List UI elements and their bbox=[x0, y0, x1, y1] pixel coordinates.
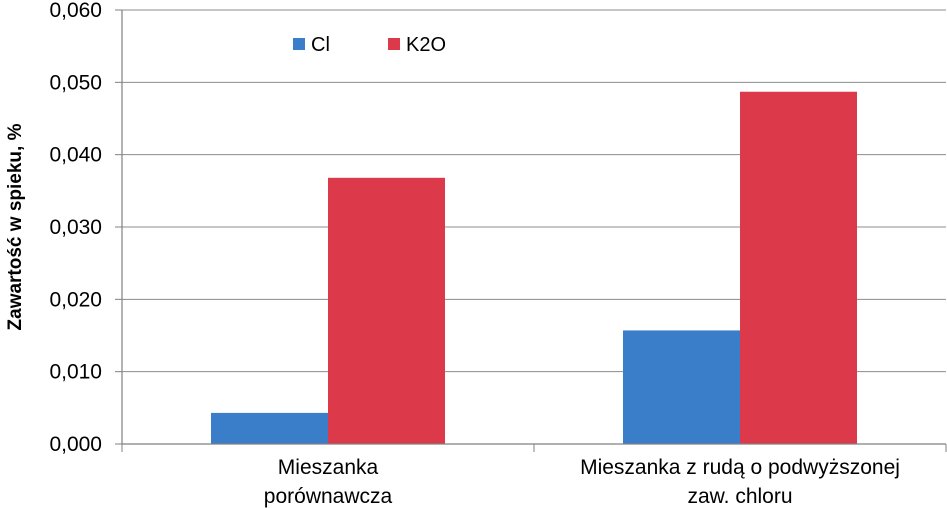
y-tick-label: 0,000 bbox=[49, 433, 102, 456]
y-tick-label: 0,020 bbox=[49, 288, 102, 311]
legend-swatch-k2o bbox=[388, 38, 400, 50]
bar-k2o-2 bbox=[740, 91, 857, 444]
axes bbox=[115, 9, 947, 452]
category-label-line: porównawcza bbox=[264, 485, 393, 508]
bars bbox=[211, 91, 857, 444]
legend-label-cl: Cl bbox=[311, 34, 330, 56]
category-labels: Mieszanka porównawcza Mieszanka z rudą o p… bbox=[264, 456, 900, 508]
category-label-line: zaw. chloru bbox=[687, 485, 792, 508]
category-label-line: Mieszanka z rudą o podwyższonej bbox=[580, 456, 900, 479]
legend: Cl K2O bbox=[293, 34, 446, 56]
y-tick-label: 0,040 bbox=[49, 144, 102, 167]
legend-label-k2o: K2O bbox=[406, 34, 446, 56]
bar-k2o-1 bbox=[328, 177, 445, 444]
y-tick-label: 0,050 bbox=[49, 71, 102, 94]
category-label-line: Mieszanka bbox=[278, 456, 379, 479]
bar-cl-2 bbox=[623, 330, 740, 444]
legend-swatch-cl bbox=[293, 38, 305, 50]
y-tick-label: 0,030 bbox=[49, 216, 102, 239]
y-tick-label: 0,060 bbox=[49, 0, 102, 22]
y-axis-title: Zawartość w spieku, % bbox=[5, 123, 26, 330]
y-tick-labels: 0,000 0,010 0,020 0,030 0,040 0,050 0,060 bbox=[49, 0, 102, 456]
bar-cl-1 bbox=[211, 412, 328, 444]
y-tick-label: 0,010 bbox=[49, 361, 102, 384]
